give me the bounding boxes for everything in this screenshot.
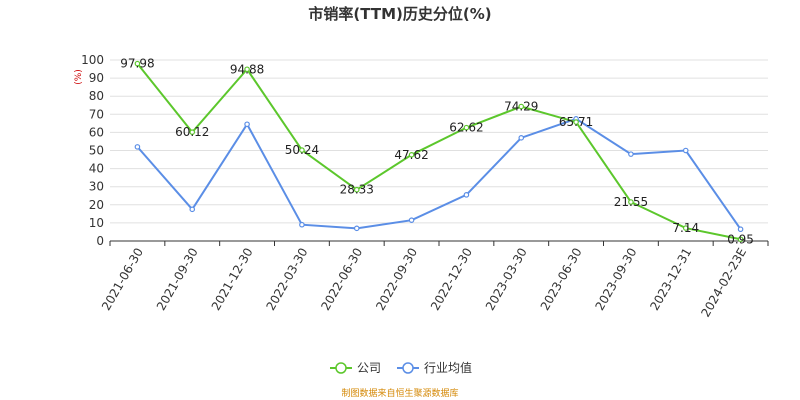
data-point[interactable] <box>299 147 305 153</box>
data-point[interactable] <box>244 66 250 73</box>
data-point[interactable] <box>518 135 525 141</box>
y-tick-label: 90 <box>89 71 104 85</box>
data-point[interactable] <box>353 225 360 232</box>
x-tick-label: 2024-02-23E <box>698 246 749 320</box>
y-tick-label: 0 <box>96 234 104 248</box>
data-point[interactable] <box>737 236 744 243</box>
data-label: 21.55 <box>614 195 648 209</box>
data-label: 0.95 <box>727 232 754 246</box>
x-tick-label: 2022-03-30 <box>264 246 311 313</box>
data-point[interactable] <box>463 192 470 198</box>
x-tick-label: 2023-03-30 <box>483 246 530 313</box>
series-line-0 <box>136 63 741 241</box>
x-tick-label: 2022-09-30 <box>373 246 420 313</box>
data-point[interactable] <box>463 124 470 131</box>
legend-item-industry[interactable]: 行业均值 <box>397 360 472 375</box>
y-tick-label: 100 <box>81 53 104 67</box>
series-layer <box>134 60 744 243</box>
legend[interactable]: 公司 行业均值 <box>330 360 472 375</box>
legend-label-company: 公司 <box>357 361 381 375</box>
x-tick-label: 2022-06-30 <box>318 246 365 313</box>
data-label: 62.62 <box>449 121 483 135</box>
x-tick-label: 2023-09-30 <box>593 246 640 313</box>
data-label: 74.29 <box>504 100 538 114</box>
x-axis: 2021-06-30 2021-09-30 2021-12-30 2022-03-30… <box>99 240 769 320</box>
data-point[interactable] <box>134 60 141 67</box>
data-point[interactable] <box>737 226 744 233</box>
y-axis: 0 10 20 30 40 50 60 70 80 90 100 <box>81 53 104 248</box>
x-tick-label: 2021-06-30 <box>99 246 146 313</box>
y-tick-label: 40 <box>89 162 104 176</box>
data-point[interactable] <box>134 144 141 150</box>
data-point[interactable] <box>518 103 525 110</box>
data-label: 97.98 <box>120 57 154 71</box>
data-point[interactable] <box>573 119 579 125</box>
y-tick-label: 80 <box>89 89 104 103</box>
y-tick-label: 70 <box>89 107 104 121</box>
data-label: 50.24 <box>285 143 319 157</box>
x-tick-label: 2023-06-30 <box>538 246 585 313</box>
chart-title: 市销率(TTM)历史分位(%) <box>308 5 491 23</box>
data-point[interactable] <box>628 151 634 157</box>
data-label: 7.14 <box>672 221 699 235</box>
x-tick-label: 2021-12-30 <box>209 245 256 312</box>
series-line-1 <box>136 117 742 230</box>
data-point[interactable] <box>682 147 689 154</box>
y-tick-label: 50 <box>89 144 104 158</box>
x-tick-label: 2022-12-30 <box>428 245 475 312</box>
legend-item-company[interactable]: 公司 <box>330 361 381 375</box>
grid <box>110 59 768 242</box>
data-point[interactable] <box>189 206 196 213</box>
y-tick-label: 60 <box>89 125 104 139</box>
data-point[interactable] <box>244 121 250 128</box>
data-labels: 97.98 60.12 94.88 50.24 28.33 47.62 62.62 74.29… <box>120 57 754 247</box>
source-note: 制图数据来自恒生聚源数据库 <box>341 387 458 399</box>
y-tick-label: 10 <box>89 216 104 230</box>
y-axis-unit: (%) <box>74 69 84 85</box>
data-point[interactable] <box>353 186 360 193</box>
y-tick-label: 20 <box>89 198 104 212</box>
data-point[interactable] <box>299 221 305 228</box>
data-point[interactable] <box>408 217 415 223</box>
data-point[interactable] <box>408 152 415 158</box>
data-point[interactable] <box>189 129 196 135</box>
y-tick-label: 30 <box>89 180 104 194</box>
data-label: 65.71 <box>559 115 593 129</box>
x-tick-label: 2021-09-30 <box>154 246 201 313</box>
data-label: 28.33 <box>340 183 374 197</box>
x-tick-label: 2023-12-31 <box>647 246 694 313</box>
data-label: 47.62 <box>394 148 428 162</box>
legend-label-industry: 行业均值 <box>424 360 472 375</box>
data-point[interactable] <box>628 199 634 205</box>
data-label: 94.88 <box>230 62 264 76</box>
data-point[interactable] <box>682 225 689 231</box>
data-label: 60.12 <box>175 125 209 139</box>
